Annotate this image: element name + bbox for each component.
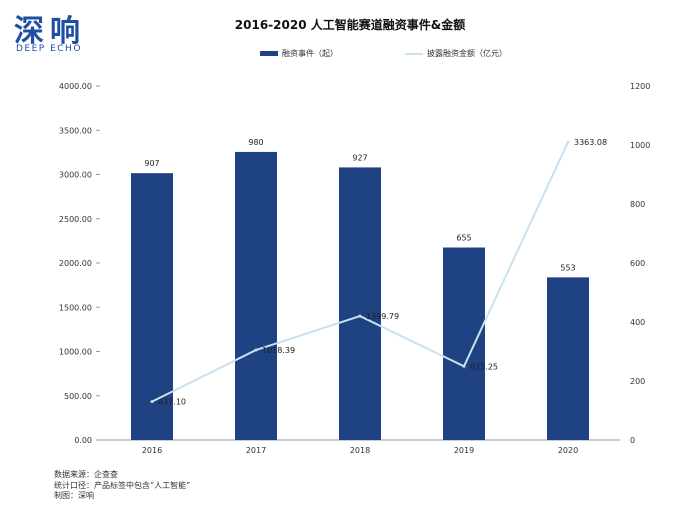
y-right-tick-label: 400: [630, 318, 645, 327]
legend-label-line: 披露融资金额（亿元）: [427, 49, 507, 58]
y-right-tick-label: 800: [630, 200, 645, 209]
line-point: [566, 140, 570, 144]
bar: [547, 277, 589, 440]
y-right-tick-label: 0: [630, 436, 635, 445]
footer: 数据来源：企查查 统计口径：产品标签中包含”人工智能” 制图：深响: [54, 470, 190, 502]
y-left-tick-label: 1500.00: [59, 303, 92, 312]
footer-source: 数据来源：企查查: [54, 470, 118, 479]
line-data-label: 3363.08: [574, 138, 607, 147]
line-data-label: 825.25: [470, 362, 498, 371]
x-tick-label: 2020: [558, 446, 578, 455]
footer-made-by: 制图：深响: [54, 491, 94, 500]
bar-data-label: 553: [560, 263, 575, 272]
y-left-tick-label: 2000.00: [59, 259, 92, 268]
bar-data-label: 980: [248, 138, 263, 147]
bar-data-label: 655: [456, 234, 471, 243]
x-tick-label: 2018: [350, 446, 370, 455]
chart-title: 2016-2020 人工智能赛道融资事件&金额: [234, 18, 466, 32]
y-left-tick-label: 500.00: [64, 392, 92, 401]
line-point: [254, 348, 258, 352]
legend-swatch-bar: [260, 51, 278, 56]
y-left-tick-label: 3000.00: [59, 171, 92, 180]
y-right-tick-label: 1000: [630, 141, 650, 150]
logo-text: 深响: [14, 14, 86, 49]
bar-data-label: 927: [352, 153, 367, 162]
y-right-tick-label: 600: [630, 259, 645, 268]
y-left-tick-label: 1000.00: [59, 348, 92, 357]
legend: 融资事件（起） 披露融资金额（亿元）: [260, 48, 520, 62]
footer-scope: 统计口径：产品标签中包含”人工智能”: [54, 480, 191, 490]
logo-subtext: DEEP ECHO: [16, 44, 82, 54]
legend-label-bar: 融资事件（起）: [282, 49, 338, 58]
y-right-tick-label: 200: [630, 377, 645, 386]
bar: [235, 151, 277, 440]
y-left-tick-label: 0.00: [74, 436, 92, 445]
legend-item-line: 披露融资金额（亿元）: [405, 48, 507, 59]
bar: [339, 167, 381, 441]
bar: [443, 247, 485, 440]
y-right-tick-label: 1200: [630, 82, 650, 91]
y-left-tick-label: 2500.00: [59, 215, 92, 224]
legend-swatch-line: [405, 52, 423, 55]
line-point: [462, 364, 466, 368]
x-tick-label: 2017: [246, 446, 266, 455]
line-data-label: 437.10: [158, 398, 186, 407]
bar-data-label: 907: [144, 159, 159, 168]
line-data-label: 1018.39: [262, 346, 295, 355]
line-point: [150, 400, 154, 404]
line-point: [358, 314, 362, 318]
x-tick-label: 2016: [142, 446, 162, 455]
line-data-label: 1399.79: [366, 312, 399, 321]
y-left-tick-label: 4000.00: [59, 82, 92, 91]
x-tick-label: 2019: [454, 446, 474, 455]
legend-item-bar: 融资事件（起）: [260, 48, 338, 59]
y-left-tick-label: 3500.00: [59, 126, 92, 135]
logo: 深响 DEEP ECHO: [14, 6, 124, 58]
